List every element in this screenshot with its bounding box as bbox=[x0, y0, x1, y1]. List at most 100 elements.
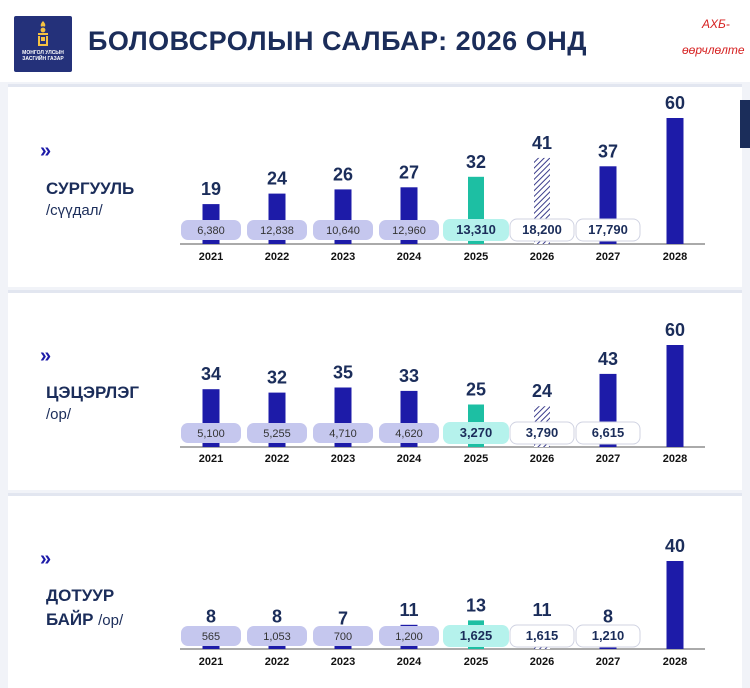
panel-school bbox=[8, 84, 742, 287]
data-label: 24 bbox=[532, 381, 552, 401]
tick-label: 2028 bbox=[663, 453, 687, 465]
value-pill bbox=[181, 423, 241, 443]
tick-label: 2025 bbox=[464, 453, 488, 465]
data-label: 33 bbox=[399, 366, 419, 386]
data-label: 34 bbox=[201, 364, 221, 384]
tick-label: 2027 bbox=[596, 453, 620, 465]
tick-label: 2027 bbox=[596, 656, 620, 668]
secondary-value-label: 1,200 bbox=[395, 631, 423, 643]
data-label: 11 bbox=[399, 600, 418, 620]
secondary-value-label: 6,380 bbox=[197, 225, 225, 237]
tick-label: 2024 bbox=[397, 251, 422, 263]
value-pill bbox=[313, 220, 373, 240]
tick-label: 2024 bbox=[397, 656, 422, 668]
value-pill bbox=[313, 626, 373, 646]
corner-note-2: өөрчлөлте bbox=[682, 43, 745, 57]
side-block bbox=[740, 100, 750, 148]
secondary-value-label: 6,615 bbox=[592, 425, 625, 440]
data-label: 13 bbox=[466, 595, 486, 615]
secondary-value-label: 1,625 bbox=[460, 628, 493, 643]
secondary-value-label: 1,210 bbox=[592, 628, 625, 643]
secondary-value-label: 3,270 bbox=[460, 425, 493, 440]
data-label: 40 bbox=[665, 536, 685, 556]
secondary-value-label: 12,838 bbox=[260, 225, 294, 237]
section-label-kindergarten: ЦЭЦЭРЛЭГ bbox=[46, 383, 139, 402]
value-pill bbox=[313, 423, 373, 443]
data-label: 60 bbox=[665, 93, 685, 113]
tick-label: 2022 bbox=[265, 251, 289, 263]
secondary-value-label: 1,053 bbox=[263, 631, 291, 643]
value-pill bbox=[443, 625, 509, 647]
tick-label: 2027 bbox=[596, 251, 620, 263]
section-label-dormitory-2: БАЙР /ор/ bbox=[46, 610, 124, 629]
value-pill bbox=[247, 220, 307, 240]
secondary-value-label: 17,790 bbox=[588, 222, 628, 237]
tick-label: 2022 bbox=[265, 453, 289, 465]
header: МОНГОЛ УЛСЫН ЗАСГИЙН ГАЗАР БОЛОВСРОЛЫН С… bbox=[0, 0, 750, 82]
tick-label: 2021 bbox=[199, 656, 223, 668]
data-label: 37 bbox=[598, 141, 618, 161]
panel-dormitory bbox=[8, 493, 742, 688]
tick-label: 2025 bbox=[464, 251, 488, 263]
tick-label: 2026 bbox=[530, 656, 554, 668]
secondary-value-label: 12,960 bbox=[392, 225, 426, 237]
value-pill bbox=[181, 626, 241, 646]
section-unit-school: /сүүдал/ bbox=[46, 202, 103, 219]
section-label-dormitory: ДОТУУР bbox=[46, 586, 115, 605]
tick-label: 2023 bbox=[331, 453, 355, 465]
data-label: 8 bbox=[206, 606, 216, 626]
tick-label: 2023 bbox=[331, 656, 355, 668]
data-label: 41 bbox=[532, 133, 552, 153]
tick-label: 2026 bbox=[530, 453, 554, 465]
tick-label: 2021 bbox=[199, 453, 223, 465]
section-unit-kindergarten: /ор/ bbox=[46, 406, 72, 423]
tick-label: 2021 bbox=[199, 251, 223, 263]
bar bbox=[666, 345, 684, 447]
value-pill bbox=[379, 423, 439, 443]
data-label: 19 bbox=[201, 179, 221, 199]
corner-note: АХБ- bbox=[702, 17, 730, 31]
data-label: 27 bbox=[399, 162, 419, 182]
secondary-value-label: 1,615 bbox=[526, 628, 559, 643]
data-label: 8 bbox=[603, 606, 613, 626]
value-pill bbox=[379, 626, 439, 646]
value-pill bbox=[443, 219, 509, 241]
secondary-value-label: 5,255 bbox=[263, 428, 291, 440]
government-logo: МОНГОЛ УЛСЫН ЗАСГИЙН ГАЗАР bbox=[14, 16, 72, 72]
value-pill bbox=[181, 220, 241, 240]
value-pill bbox=[575, 218, 641, 242]
secondary-value-label: 13,310 bbox=[456, 222, 496, 237]
data-label: 25 bbox=[466, 380, 486, 400]
secondary-value-label: 3,790 bbox=[526, 425, 559, 440]
data-label: 60 bbox=[665, 320, 685, 340]
value-pill bbox=[509, 421, 575, 445]
secondary-value-label: 700 bbox=[334, 631, 352, 643]
value-pill bbox=[443, 422, 509, 444]
value-pill bbox=[247, 423, 307, 443]
tick-label: 2026 bbox=[530, 251, 554, 263]
bar bbox=[666, 118, 684, 244]
data-label: 7 bbox=[338, 609, 348, 629]
value-pill bbox=[575, 421, 641, 445]
data-label: 26 bbox=[333, 164, 353, 184]
data-label: 11 bbox=[532, 600, 551, 620]
bar bbox=[666, 561, 684, 649]
section-label-school: СУРГУУЛЬ bbox=[46, 179, 135, 198]
soyombo-icon bbox=[38, 21, 48, 46]
data-label: 32 bbox=[267, 368, 287, 388]
data-label: 24 bbox=[267, 169, 287, 189]
section-unit-dormitory: /ор/ bbox=[98, 612, 124, 629]
tick-label: 2025 bbox=[464, 656, 488, 668]
logo-text: МОНГОЛ УЛСЫН ЗАСГИЙН ГАЗАР bbox=[22, 50, 64, 62]
tick-label: 2028 bbox=[663, 251, 687, 263]
data-label: 8 bbox=[272, 606, 282, 626]
value-pill bbox=[379, 220, 439, 240]
value-pill bbox=[247, 626, 307, 646]
data-label: 35 bbox=[333, 363, 353, 383]
tick-label: 2023 bbox=[331, 251, 355, 263]
data-label: 43 bbox=[598, 349, 618, 369]
data-label: 32 bbox=[466, 152, 486, 172]
tick-label: 2022 bbox=[265, 656, 289, 668]
value-pill bbox=[509, 218, 575, 242]
